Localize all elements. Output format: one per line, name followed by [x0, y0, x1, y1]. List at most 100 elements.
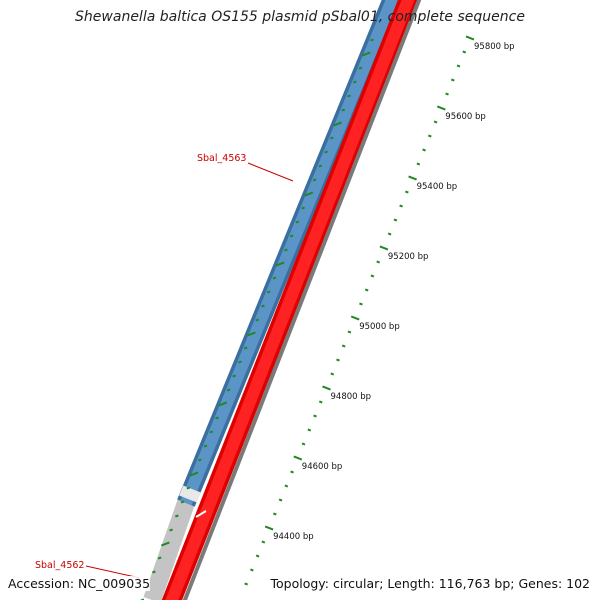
ruler-tick-label: 94800 bp [331, 392, 372, 402]
ruler-minor-tick [393, 218, 398, 222]
plasmid-backbone [182, 0, 422, 600]
outer-tick [218, 401, 228, 407]
outer-tick [203, 444, 208, 448]
ruler-minor-tick [422, 148, 426, 152]
forward-strand-uncovered [143, 497, 196, 600]
outer-tick [261, 304, 265, 308]
ruler-minor-tick [255, 554, 260, 558]
ruler-minor-tick [313, 414, 317, 418]
ruler-minor-tick [416, 162, 421, 166]
ruler-minor-tick [318, 400, 323, 404]
ruler-major-tick [379, 245, 389, 251]
gene-label-text: Sbal_4563 [197, 153, 246, 164]
outer-tick [370, 38, 374, 42]
outer-tick [312, 178, 317, 182]
outer-tick [333, 121, 342, 127]
ruler-minor-tick [433, 120, 438, 124]
ruler-tick-marks: 95800 bp 95600 bp 95400 bp 95200 bp 95000 bp… [244, 35, 515, 586]
ruler-tick-label: 94400 bp [273, 532, 314, 542]
ruler-minor-tick [456, 64, 461, 68]
ruler-major-tick [264, 525, 274, 531]
outer-tick [301, 206, 305, 210]
outer-tick [284, 248, 288, 252]
outer-tick [238, 360, 242, 364]
outer-tick [318, 164, 323, 168]
reverse-gene-boundary [195, 510, 207, 518]
outer-tick [169, 528, 173, 532]
outer-tick [226, 388, 231, 392]
ruler-minor-tick [290, 470, 294, 474]
outer-tick [247, 331, 256, 337]
ruler-minor-tick [278, 498, 283, 502]
ruler-tick-label: 95000 bp [359, 322, 400, 332]
outer-tick [347, 94, 351, 98]
ruler-tick-label: 95800 bp [474, 42, 515, 52]
outer-tick [160, 541, 170, 547]
ruler-major-tick [465, 35, 475, 41]
outer-tick [157, 556, 162, 560]
outer-tick [152, 570, 156, 574]
map-title: Shewanella baltica OS155 plasmid pSbal01… [75, 9, 525, 25]
outer-tick [295, 220, 300, 224]
outer-tick [329, 136, 334, 140]
ruler-minor-tick [336, 358, 340, 362]
ruler-major-tick [293, 455, 303, 461]
ruler-minor-tick [261, 540, 266, 544]
accession-label: Accession: NC_009035 [8, 576, 151, 591]
outer-tick [324, 150, 328, 154]
ruler-minor-tick [427, 134, 432, 138]
ruler-major-tick [436, 105, 446, 111]
ruler-minor-tick [244, 582, 249, 586]
outer-tick [197, 458, 202, 462]
outer-tick [215, 416, 219, 420]
ruler-minor-tick [284, 484, 289, 488]
ruler-minor-tick [450, 78, 455, 82]
outer-tick [304, 191, 314, 197]
ruler-minor-tick [307, 428, 312, 432]
ruler-minor-tick [272, 512, 277, 516]
outer-tick-marks [140, 38, 374, 600]
gene-label-leader [247, 162, 294, 182]
gene-label-sbal-4563[interactable]: Sbal_4563 [197, 153, 294, 182]
sequence-summary: Topology: circular; Length: 116,763 bp; … [270, 576, 590, 591]
ruler-tick-label: 95200 bp [388, 252, 429, 262]
gene-reverse-highlight [165, 0, 415, 600]
outer-tick [272, 276, 277, 280]
ruler-minor-tick [370, 274, 375, 278]
outer-tick [186, 486, 191, 490]
reverse-strand-band [161, 0, 419, 600]
ruler-minor-tick [387, 232, 392, 236]
outer-tick [275, 261, 285, 267]
ruler-tick-label: 94600 bp [302, 462, 343, 472]
ruler-minor-tick [399, 204, 403, 208]
outer-tick [180, 500, 185, 504]
forward-strand-band [143, 0, 403, 600]
gene-boundary [179, 485, 201, 503]
ruler-major-tick [408, 175, 417, 181]
ruler-minor-tick [445, 92, 449, 96]
ruler-major-tick [350, 315, 360, 321]
ruler-major-tick [322, 385, 331, 391]
outer-tick [358, 66, 363, 70]
outer-tick [341, 108, 346, 112]
outer-tick [352, 80, 357, 84]
ruler-minor-tick [404, 190, 409, 194]
ruler-minor-tick [347, 330, 352, 334]
outer-tick [243, 346, 248, 350]
ruler-minor-tick [341, 344, 346, 348]
ruler-minor-tick [376, 260, 381, 264]
gene-label-text: Sbal_4562 [35, 560, 84, 571]
ruler-minor-tick [462, 50, 467, 54]
ruler-tick-label: 95600 bp [445, 112, 486, 122]
outer-tick [189, 471, 199, 477]
outer-tick [209, 430, 214, 434]
outer-tick [232, 374, 237, 378]
ruler-minor-tick [250, 568, 254, 572]
ruler-minor-tick [330, 372, 335, 376]
gene-forward-highlight [180, 0, 399, 506]
ruler-minor-tick [364, 288, 369, 292]
ruler-minor-tick [301, 442, 306, 446]
outer-tick [289, 234, 294, 238]
